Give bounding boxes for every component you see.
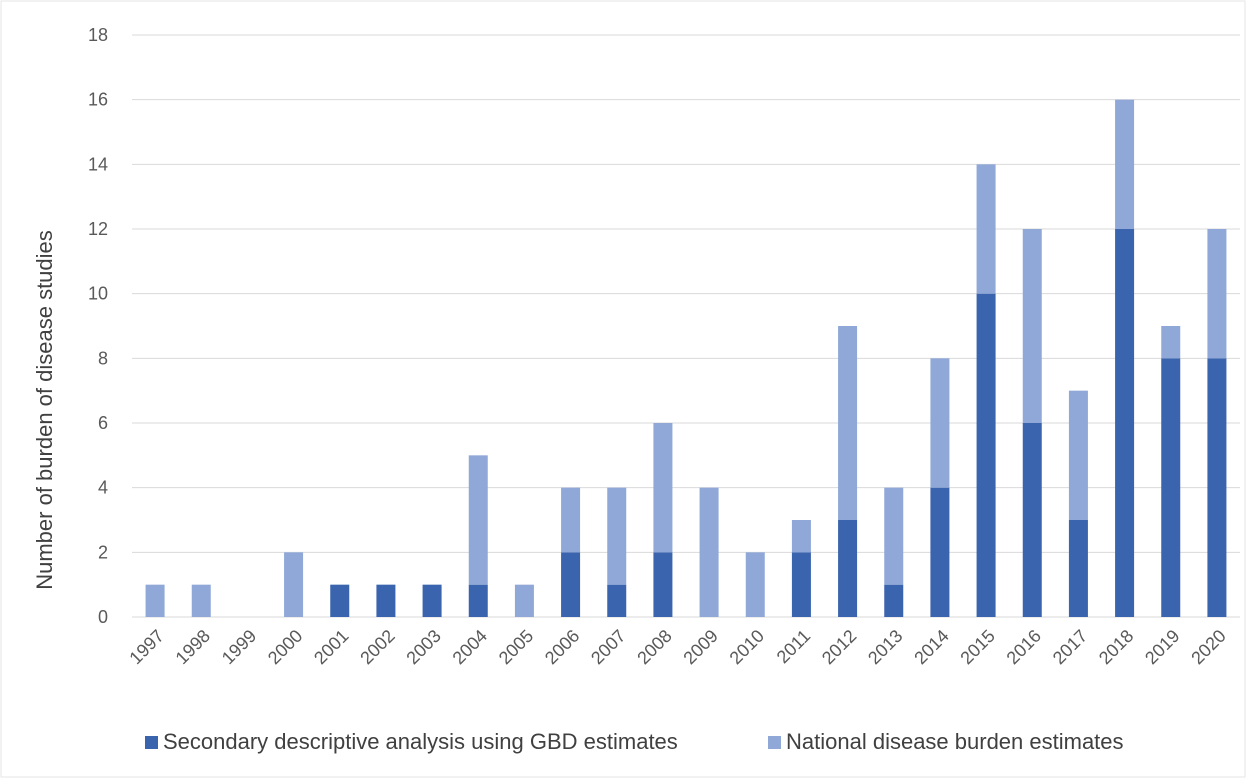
bar-segment-gbd-secondary-2017 bbox=[1068, 520, 1088, 617]
bar-segment-national-1998 bbox=[191, 584, 211, 617]
y-tick-label: 16 bbox=[88, 90, 108, 110]
bar-segment-gbd-secondary-2002 bbox=[376, 584, 396, 617]
x-tick-label: 2010 bbox=[726, 626, 768, 668]
bar-segment-national-2017 bbox=[1068, 390, 1088, 520]
y-tick-label: 2 bbox=[98, 542, 108, 562]
bar-segment-national-2011 bbox=[791, 520, 811, 553]
x-tick-label: 2011 bbox=[773, 626, 815, 668]
bar-segment-gbd-secondary-2006 bbox=[561, 552, 581, 617]
bar-segment-gbd-secondary-2001 bbox=[330, 584, 350, 617]
x-tick-label: 2015 bbox=[956, 626, 998, 668]
x-tick-label: 2008 bbox=[633, 626, 675, 668]
bar-segment-gbd-secondary-2020 bbox=[1207, 358, 1227, 617]
y-tick-label: 6 bbox=[98, 413, 108, 433]
y-tick-label: 4 bbox=[98, 478, 108, 498]
bars bbox=[145, 99, 1227, 617]
bar-segment-national-2016 bbox=[1022, 229, 1042, 423]
x-tick-label: 2007 bbox=[587, 626, 629, 668]
bar-segment-national-2010 bbox=[745, 552, 765, 617]
bar-segment-gbd-secondary-2011 bbox=[791, 552, 811, 617]
x-tick-label: 2004 bbox=[449, 626, 491, 668]
y-tick-label: 12 bbox=[88, 219, 108, 239]
x-tick-label: 2009 bbox=[679, 626, 721, 668]
y-tick-label: 18 bbox=[88, 25, 108, 45]
legend-swatch bbox=[768, 736, 781, 749]
x-tick-label: 2014 bbox=[910, 626, 952, 668]
x-tick-label: 2013 bbox=[864, 626, 906, 668]
bar-segment-gbd-secondary-2003 bbox=[422, 584, 442, 617]
x-tick-label: 1999 bbox=[218, 626, 260, 668]
bar-segment-national-2008 bbox=[653, 423, 673, 553]
bar-segment-gbd-secondary-2019 bbox=[1161, 358, 1181, 617]
x-tick-label: 1997 bbox=[125, 626, 167, 668]
bar-segment-national-1997 bbox=[145, 584, 165, 617]
legend-label: Secondary descriptive analysis using GBD… bbox=[163, 729, 678, 754]
y-tick-label: 0 bbox=[98, 607, 108, 627]
bar-segment-national-2004 bbox=[468, 455, 488, 585]
bar-segment-national-2007 bbox=[607, 487, 627, 585]
x-tick-label: 2016 bbox=[1003, 626, 1045, 668]
bar-segment-national-2020 bbox=[1207, 229, 1227, 359]
bar-segment-national-2012 bbox=[838, 326, 858, 520]
x-tick-label: 2006 bbox=[541, 626, 583, 668]
x-tick-label: 2000 bbox=[264, 626, 306, 668]
bar-segment-national-2009 bbox=[699, 487, 719, 617]
bar-segment-gbd-secondary-2016 bbox=[1022, 423, 1042, 617]
legend: Secondary descriptive analysis using GBD… bbox=[145, 729, 1124, 754]
bar-segment-gbd-secondary-2018 bbox=[1115, 229, 1135, 617]
x-tick-label: 2020 bbox=[1187, 626, 1229, 668]
bar-segment-gbd-secondary-2004 bbox=[468, 584, 488, 617]
bar-segment-national-2015 bbox=[976, 164, 996, 294]
x-tick-label: 2017 bbox=[1049, 626, 1091, 668]
bar-segment-national-2005 bbox=[514, 584, 534, 617]
x-axis-ticks: 1997 1998 1999 2000 2001 2002 2003 2004 2005 2006… bbox=[125, 626, 1229, 668]
x-tick-label: 2005 bbox=[495, 626, 537, 668]
x-tick-label: 2003 bbox=[402, 626, 444, 668]
x-tick-label: 1998 bbox=[172, 626, 214, 668]
bar-segment-national-2018 bbox=[1115, 99, 1135, 230]
x-tick-label: 2019 bbox=[1141, 626, 1183, 668]
bar-segment-national-2019 bbox=[1161, 326, 1181, 359]
x-tick-label: 2002 bbox=[356, 626, 398, 668]
bar-segment-gbd-secondary-2012 bbox=[838, 520, 858, 617]
x-tick-label: 2012 bbox=[818, 626, 860, 668]
y-tick-label: 14 bbox=[88, 154, 108, 174]
x-tick-label: 2001 bbox=[310, 626, 352, 668]
bar-segment-gbd-secondary-2013 bbox=[884, 584, 904, 617]
legend-swatch bbox=[145, 736, 158, 749]
x-tick-label: 2018 bbox=[1095, 626, 1137, 668]
y-axis-ticks: 0 2 4 6 8 10 12 14 16 18 bbox=[88, 25, 108, 627]
bar-segment-gbd-secondary-2008 bbox=[653, 552, 673, 617]
bar-segment-national-2006 bbox=[561, 487, 581, 553]
bar-segment-gbd-secondary-2015 bbox=[976, 293, 996, 617]
y-axis-label: Number of burden of disease studies bbox=[32, 230, 57, 590]
bar-segment-national-2000 bbox=[284, 552, 304, 617]
bar-segment-gbd-secondary-2014 bbox=[930, 487, 950, 617]
y-tick-label: 8 bbox=[98, 348, 108, 368]
bar-segment-national-2013 bbox=[884, 487, 904, 585]
y-tick-label: 10 bbox=[88, 284, 108, 304]
legend-label: National disease burden estimates bbox=[786, 729, 1124, 754]
gridlines bbox=[132, 34, 1240, 618]
bar-segment-gbd-secondary-2007 bbox=[607, 584, 627, 617]
bar-segment-national-2014 bbox=[930, 358, 950, 488]
